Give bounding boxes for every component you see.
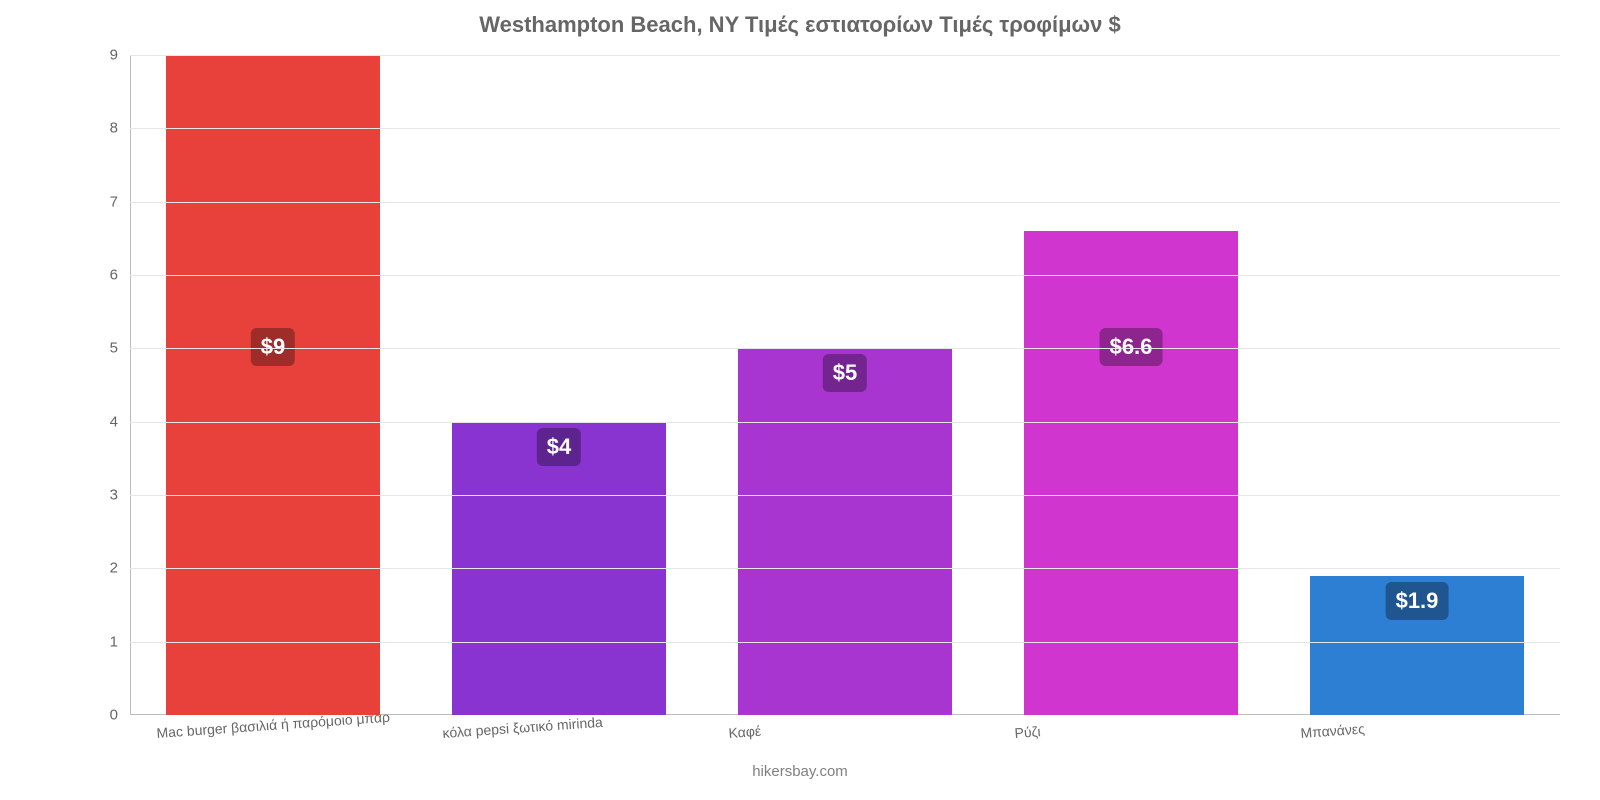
category-label: Μπανάνες	[1300, 721, 1365, 741]
y-tick-label: 2	[110, 560, 118, 577]
grid-line	[130, 348, 1560, 349]
category-label: κόλα pepsi ξωτικό mirinda	[442, 714, 603, 741]
bar-value-label: $1.9	[1386, 582, 1449, 620]
grid-line	[130, 495, 1560, 496]
y-tick-label: 7	[110, 193, 118, 210]
bar-value-label: $5	[823, 354, 867, 392]
y-tick-label: 8	[110, 120, 118, 137]
grid-line	[130, 55, 1560, 56]
chart-credit: hikersbay.com	[0, 763, 1600, 780]
plot-area: $9$4$5$6.6$1.9 0123456789	[130, 55, 1560, 715]
category-label: Καφέ	[728, 723, 762, 741]
bar: $1.9	[1310, 576, 1525, 715]
y-tick-label: 3	[110, 487, 118, 504]
bar: $9	[166, 55, 381, 715]
y-tick-label: 9	[110, 47, 118, 64]
y-tick-label: 4	[110, 413, 118, 430]
grid-line	[130, 202, 1560, 203]
bar-value-label: $4	[537, 428, 581, 466]
chart-title: Westhampton Beach, NY Τιμές εστιατορίων …	[0, 12, 1600, 38]
category-label: Ρύζι	[1014, 723, 1041, 741]
y-tick-label: 1	[110, 633, 118, 650]
grid-line	[130, 642, 1560, 643]
bar: $5	[738, 348, 953, 715]
y-tick-label: 6	[110, 267, 118, 284]
grid-line	[130, 275, 1560, 276]
grid-line	[130, 568, 1560, 569]
price-bar-chart: Westhampton Beach, NY Τιμές εστιατορίων …	[0, 0, 1600, 800]
bars-container: $9$4$5$6.6$1.9	[130, 55, 1560, 715]
grid-line	[130, 128, 1560, 129]
grid-line	[130, 422, 1560, 423]
y-tick-label: 5	[110, 340, 118, 357]
y-tick-label: 0	[110, 707, 118, 724]
